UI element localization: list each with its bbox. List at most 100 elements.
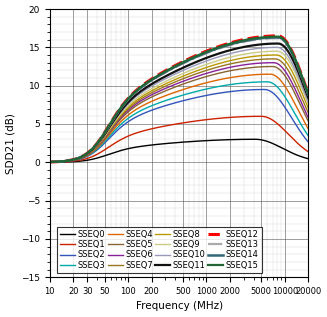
SSEQ8	[250, 55, 253, 59]
SSEQ13	[152, 77, 156, 81]
SSEQ10	[162, 78, 166, 81]
SSEQ2	[48, 160, 52, 164]
SSEQ11	[276, 42, 280, 45]
SSEQ10	[152, 83, 156, 87]
SSEQ6	[254, 61, 258, 65]
SSEQ9	[275, 49, 279, 53]
SSEQ9	[152, 85, 156, 89]
SSEQ11	[162, 75, 166, 79]
Line: SSEQ5: SSEQ5	[50, 67, 308, 162]
SSEQ14	[306, 93, 310, 96]
SSEQ6	[152, 92, 156, 95]
SSEQ13	[74, 157, 78, 161]
SSEQ2	[250, 88, 253, 92]
SSEQ6	[250, 62, 253, 66]
SSEQ4	[250, 73, 253, 77]
Line: SSEQ2: SSEQ2	[50, 89, 308, 162]
SSEQ7	[152, 89, 156, 93]
SSEQ12	[162, 70, 166, 74]
SSEQ9	[250, 51, 253, 55]
SSEQ3	[306, 134, 310, 138]
SSEQ14	[254, 37, 258, 41]
SSEQ11	[250, 44, 253, 48]
SSEQ15	[74, 157, 78, 161]
SSEQ4	[74, 158, 78, 162]
SSEQ13	[225, 44, 229, 48]
SSEQ7	[306, 111, 310, 115]
SSEQ11	[225, 49, 229, 53]
SSEQ1	[250, 114, 253, 118]
SSEQ12	[276, 34, 280, 38]
SSEQ7	[162, 85, 166, 89]
SSEQ2	[152, 107, 156, 111]
SSEQ4	[306, 127, 310, 131]
SSEQ12	[48, 160, 52, 164]
SSEQ15	[225, 42, 229, 46]
SSEQ12	[74, 157, 78, 161]
Legend: SSEQ0, SSEQ1, SSEQ2, SSEQ3, SSEQ4, SSEQ5, SSEQ6, SSEQ7, SSEQ8, SSEQ9, SSEQ10, SS: SSEQ0, SSEQ1, SSEQ2, SSEQ3, SSEQ4, SSEQ5…	[57, 227, 262, 273]
SSEQ7	[48, 160, 52, 164]
SSEQ0	[254, 137, 258, 141]
SSEQ15	[162, 70, 166, 74]
SSEQ8	[162, 83, 166, 87]
SSEQ11	[152, 81, 156, 84]
SSEQ10	[48, 160, 52, 164]
SSEQ4	[162, 94, 166, 98]
SSEQ4	[254, 73, 258, 76]
SSEQ14	[250, 38, 253, 42]
SSEQ5	[306, 120, 310, 123]
SSEQ10	[275, 45, 279, 49]
SSEQ1	[162, 124, 166, 128]
SSEQ0	[152, 143, 156, 146]
SSEQ9	[225, 56, 229, 60]
SSEQ12	[225, 42, 229, 46]
SSEQ3	[162, 99, 166, 103]
SSEQ9	[306, 102, 310, 106]
SSEQ10	[254, 47, 258, 50]
SSEQ5	[152, 94, 156, 98]
SSEQ8	[74, 157, 78, 161]
Line: SSEQ14: SSEQ14	[50, 37, 308, 162]
Line: SSEQ6: SSEQ6	[50, 63, 308, 162]
SSEQ11	[48, 160, 52, 164]
SSEQ0	[162, 142, 166, 146]
SSEQ3	[225, 83, 229, 87]
Line: SSEQ13: SSEQ13	[50, 38, 308, 162]
SSEQ6	[162, 87, 166, 91]
SSEQ7	[225, 63, 229, 67]
Line: SSEQ1: SSEQ1	[50, 116, 308, 162]
SSEQ15	[254, 36, 258, 40]
SSEQ4	[268, 72, 272, 76]
SSEQ6	[271, 61, 275, 65]
SSEQ1	[152, 126, 156, 130]
SSEQ1	[225, 116, 229, 120]
SSEQ7	[254, 58, 258, 62]
SSEQ15	[250, 37, 253, 41]
Line: SSEQ8: SSEQ8	[50, 55, 308, 162]
SSEQ4	[225, 76, 229, 80]
SSEQ2	[162, 104, 166, 108]
SSEQ8	[306, 106, 310, 110]
SSEQ2	[254, 88, 258, 92]
SSEQ9	[74, 157, 78, 161]
SSEQ11	[74, 157, 78, 161]
SSEQ13	[48, 160, 52, 164]
SSEQ1	[254, 114, 258, 118]
SSEQ13	[162, 72, 166, 75]
SSEQ3	[74, 158, 78, 162]
SSEQ12	[306, 92, 310, 96]
SSEQ13	[254, 38, 258, 42]
SSEQ14	[74, 157, 78, 161]
SSEQ12	[254, 36, 258, 39]
SSEQ9	[254, 50, 258, 54]
SSEQ2	[225, 90, 229, 94]
SSEQ0	[48, 160, 52, 164]
Line: SSEQ12: SSEQ12	[50, 36, 308, 162]
SSEQ10	[74, 157, 78, 161]
SSEQ8	[152, 87, 156, 91]
SSEQ4	[152, 98, 156, 102]
SSEQ15	[152, 76, 156, 80]
SSEQ14	[162, 71, 166, 75]
SSEQ15	[48, 160, 52, 164]
SSEQ7	[74, 158, 78, 161]
